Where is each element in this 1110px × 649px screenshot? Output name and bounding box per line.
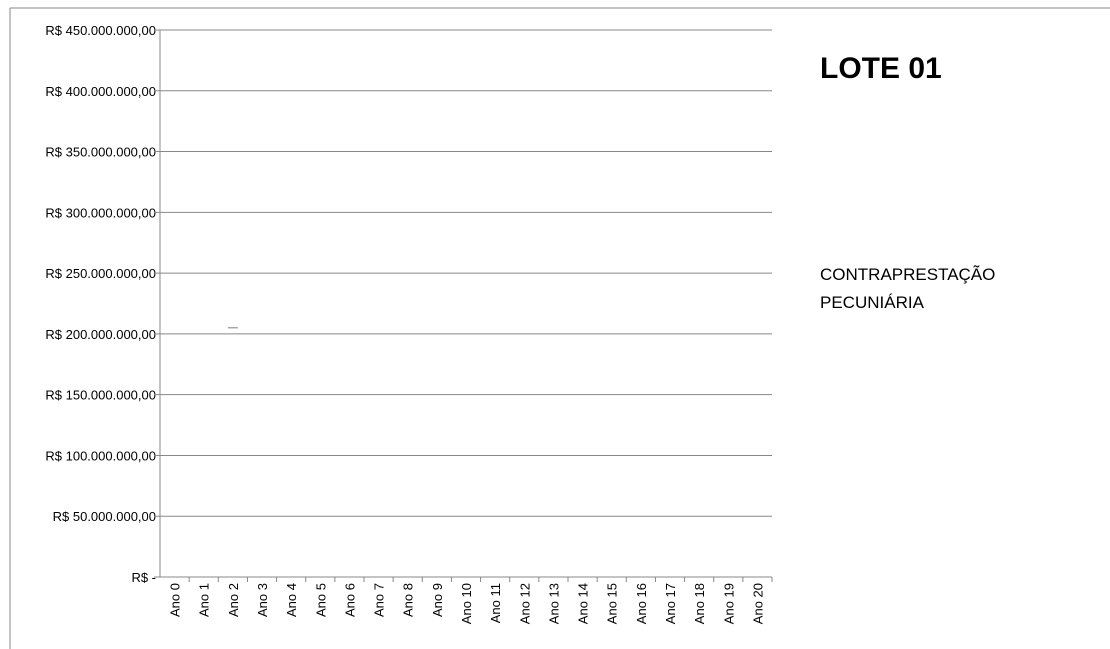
legend-label: CONTRAPRESTAÇÃO PECUNIÁRIA (820, 265, 995, 312)
y-tick-label: R$ 50.000.000,00 (53, 509, 156, 524)
y-tick-label: R$ 400.000.000,00 (45, 84, 156, 99)
x-tick-label: Ano 15 (605, 583, 620, 624)
x-tick-label: Ano 11 (488, 583, 503, 623)
x-tick-label: Ano 0 (168, 583, 183, 617)
y-tick-label: R$ 150.000.000,00 (45, 388, 156, 403)
x-tick-label: Ano 12 (517, 583, 532, 624)
x-tick-label: Ano 20 (750, 583, 765, 624)
x-tick-label: Ano 9 (430, 583, 445, 617)
y-tick-label: R$ 450.000.000,00 (45, 23, 156, 38)
chart-title: LOTE 01 (820, 52, 942, 85)
y-tick-label: R$ 250.000.000,00 (45, 266, 156, 281)
x-tick-label: Ano 13 (546, 583, 561, 624)
y-tick-label: R$ 100.000.000,00 (45, 448, 156, 463)
y-tick-label: R$ 200.000.000,00 (45, 327, 156, 342)
x-tick-label: Ano 19 (721, 583, 736, 624)
x-tick-label: Ano 17 (663, 583, 678, 624)
x-tick-label: Ano 6 (342, 583, 357, 617)
x-tick-label: Ano 18 (692, 583, 707, 624)
x-tick-label: Ano 3 (255, 583, 270, 617)
x-tick-label: Ano 7 (372, 583, 387, 617)
x-tick-label: Ano 4 (284, 583, 299, 617)
y-tick-label: R$ - (131, 570, 156, 585)
x-tick-label: Ano 14 (576, 583, 591, 624)
y-tick-label: R$ 300.000.000,00 (45, 205, 156, 220)
x-tick-label: Ano 8 (401, 583, 416, 617)
x-tick-label: Ano 10 (459, 583, 474, 624)
y-tick-label: R$ 350.000.000,00 (45, 145, 156, 160)
x-tick-label: Ano 1 (197, 583, 212, 617)
x-tick-label: Ano 5 (313, 583, 328, 617)
x-tick-label: Ano 16 (634, 583, 649, 624)
x-tick-label: Ano 2 (226, 583, 241, 617)
